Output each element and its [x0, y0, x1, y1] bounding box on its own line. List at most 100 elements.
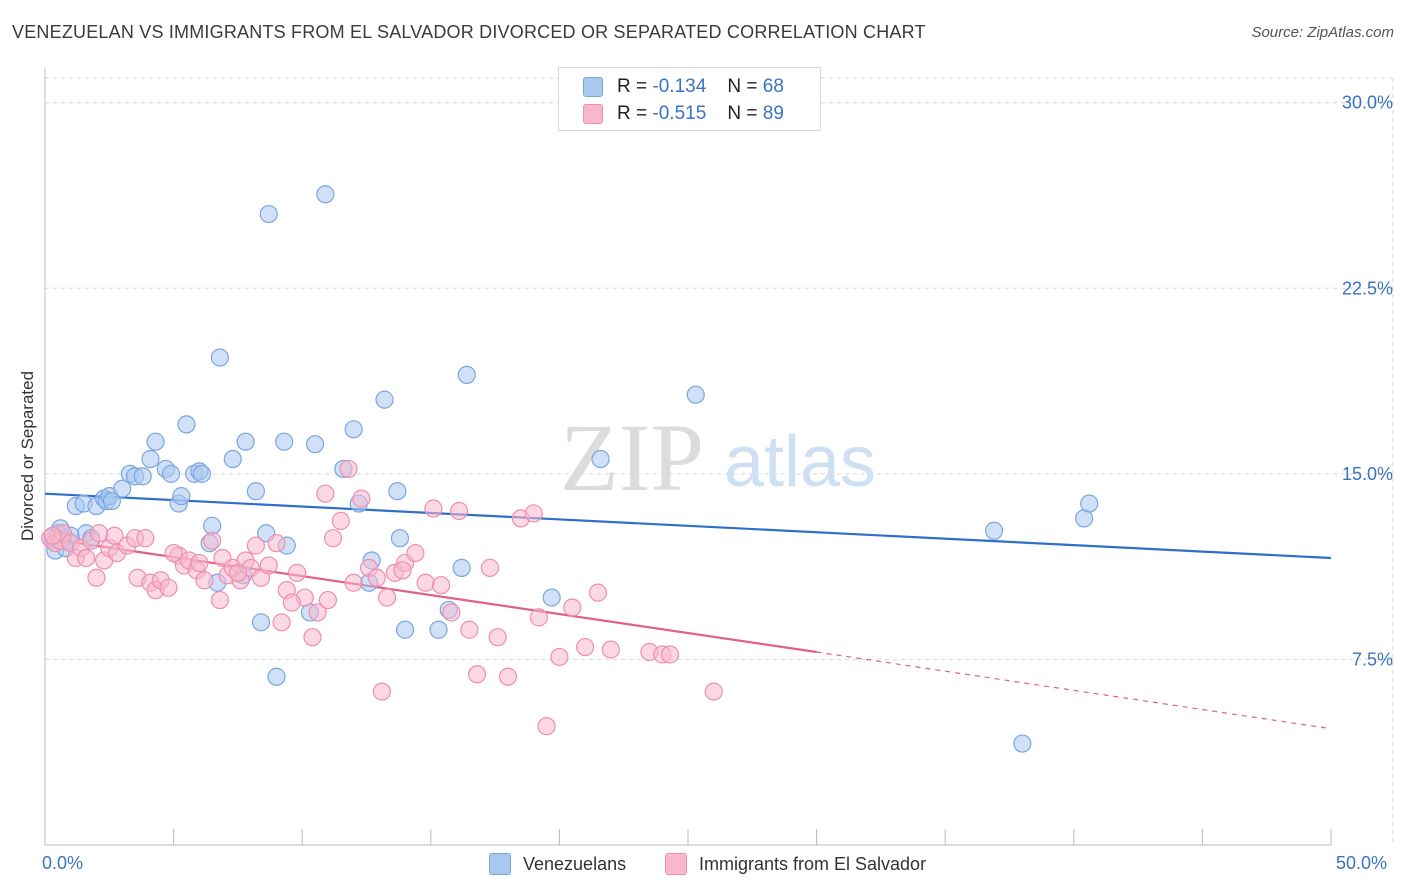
- point-el-salvador: [601, 640, 620, 659]
- legend-n-value: 68: [762, 76, 784, 97]
- bottom-legend-label: Venezuelans: [523, 853, 627, 874]
- point-el-salvador: [267, 534, 286, 553]
- point-el-salvador: [87, 568, 106, 587]
- grid-lines: [45, 77, 1394, 845]
- point-el-salvador: [136, 529, 155, 548]
- point-venezuelans: [390, 529, 410, 548]
- bottom-legend-swatch-pink: [665, 853, 687, 875]
- point-el-salvador: [377, 588, 397, 607]
- point-el-salvador: [303, 628, 322, 647]
- y-axis-label: Divorced or Separated: [18, 370, 37, 542]
- point-el-salvador: [316, 484, 335, 503]
- point-el-salvador: [367, 568, 386, 587]
- point-el-salvador: [431, 576, 451, 595]
- point-el-salvador: [480, 558, 500, 577]
- point-el-salvador: [529, 608, 548, 627]
- legend-swatch-blue: [583, 77, 603, 97]
- point-el-salvador: [550, 647, 569, 667]
- point-el-salvador: [228, 563, 247, 582]
- point-venezuelans: [316, 185, 335, 204]
- legend-n-label: N =: [727, 76, 758, 97]
- point-el-salvador: [372, 682, 392, 701]
- point-venezuelans: [251, 613, 271, 632]
- source-credit: Source: ZipAtlas.com: [1251, 24, 1394, 41]
- point-el-salvador: [331, 511, 350, 530]
- point-el-salvador: [563, 598, 582, 617]
- legend-row-venezuelans: R = -0.134 N = 68: [583, 75, 784, 99]
- point-el-salvador: [406, 543, 425, 563]
- point-el-salvador: [467, 665, 487, 684]
- legend-n-label: N =: [727, 103, 758, 124]
- point-el-salvador: [210, 590, 229, 610]
- point-el-salvador: [449, 501, 469, 521]
- watermark-atlas: atlas: [724, 422, 876, 502]
- point-el-salvador: [246, 536, 266, 555]
- point-el-salvador: [393, 561, 412, 580]
- point-venezuelans: [375, 390, 394, 409]
- point-venezuelans: [102, 491, 121, 511]
- watermark: ZIP atlas: [560, 404, 876, 511]
- legend-row-el-salvador: R = -0.515 N = 89: [583, 102, 784, 126]
- point-venezuelans: [1013, 734, 1032, 753]
- legend-n-value: 89: [762, 103, 784, 124]
- point-el-salvador: [259, 556, 278, 575]
- point-venezuelans: [133, 467, 152, 486]
- point-el-salvador: [282, 593, 302, 612]
- point-venezuelans: [223, 449, 242, 469]
- bottom-legend-el-salvador: Immigrants from El Salvador: [665, 851, 926, 877]
- point-el-salvador: [164, 543, 183, 563]
- point-venezuelans: [210, 348, 229, 367]
- point-el-salvador: [537, 717, 556, 736]
- point-venezuelans: [141, 449, 160, 469]
- point-el-salvador: [460, 620, 479, 639]
- y-tick-label: 22.5%: [1342, 278, 1393, 298]
- point-venezuelans: [542, 588, 561, 607]
- point-venezuelans: [246, 482, 266, 501]
- point-el-salvador: [352, 489, 371, 508]
- point-venezuelans: [113, 479, 132, 498]
- point-venezuelans: [172, 487, 191, 506]
- trend-lines: [44, 492, 1332, 730]
- point-el-salvador: [287, 563, 307, 582]
- point-venezuelans: [1080, 494, 1099, 513]
- point-venezuelans: [388, 482, 407, 501]
- point-venezuelans: [267, 667, 286, 686]
- point-el-salvador: [576, 637, 595, 657]
- point-el-salvador: [339, 459, 358, 479]
- y-tick-label: 30.0%: [1342, 93, 1393, 113]
- point-el-salvador: [588, 583, 608, 602]
- y-tick-label: 15.0%: [1342, 464, 1393, 484]
- point-venezuelans: [305, 435, 325, 454]
- stats-legend: R = -0.134 N = 68 R = -0.515 N = 89: [558, 67, 821, 131]
- point-venezuelans: [236, 432, 255, 451]
- point-el-salvador: [318, 590, 338, 610]
- legend-r-value: -0.515: [652, 103, 707, 124]
- point-venezuelans: [259, 204, 278, 224]
- point-el-salvador: [488, 628, 507, 647]
- legend-swatch-pink: [583, 104, 603, 124]
- trend-line-el-salvador-extension: [816, 651, 1332, 730]
- point-venezuelans: [457, 365, 476, 385]
- point-el-salvador: [159, 578, 178, 597]
- point-venezuelans: [591, 449, 610, 469]
- point-el-salvador: [308, 603, 327, 622]
- x-tick-label-max: 50.0%: [1336, 853, 1388, 873]
- point-venezuelans: [429, 620, 448, 639]
- point-venezuelans: [161, 464, 181, 483]
- point-el-salvador: [424, 499, 443, 518]
- point-el-salvador: [660, 645, 680, 664]
- point-venezuelans: [146, 432, 165, 451]
- point-venezuelans: [275, 432, 294, 451]
- point-el-salvador: [442, 603, 461, 622]
- legend-r-value: -0.134: [652, 76, 707, 97]
- data-points: [41, 185, 1099, 753]
- point-el-salvador: [416, 573, 435, 592]
- y-tick-label: 7.5%: [1352, 649, 1393, 669]
- point-el-salvador: [195, 571, 214, 590]
- point-el-salvador: [524, 504, 543, 523]
- point-venezuelans: [452, 558, 471, 577]
- legend-r-label: R =: [617, 103, 648, 124]
- point-venezuelans: [395, 620, 415, 639]
- point-el-salvador: [203, 531, 222, 550]
- trend-line-venezuelans: [44, 492, 1332, 560]
